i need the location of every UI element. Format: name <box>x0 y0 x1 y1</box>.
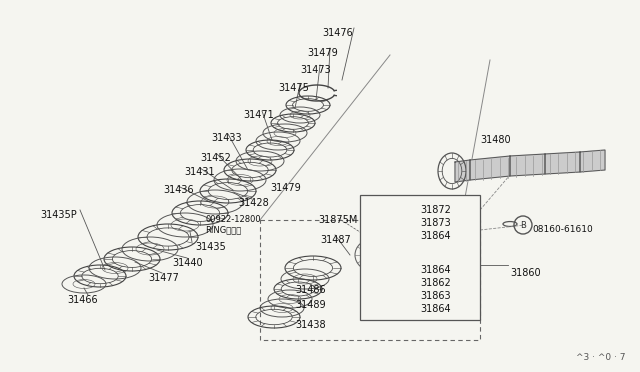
Text: 31864: 31864 <box>420 231 451 241</box>
Text: 31875M: 31875M <box>318 215 357 225</box>
Text: 31489: 31489 <box>295 300 326 310</box>
Polygon shape <box>510 154 545 176</box>
Text: 31452: 31452 <box>200 153 231 163</box>
Text: 31471: 31471 <box>243 110 274 120</box>
Text: 31864: 31864 <box>420 265 451 275</box>
Text: 08160-61610: 08160-61610 <box>532 225 593 234</box>
Text: 31872: 31872 <box>420 205 451 215</box>
Text: 31475: 31475 <box>278 83 309 93</box>
Text: 31438: 31438 <box>295 320 326 330</box>
Text: 31466: 31466 <box>67 295 98 305</box>
Text: 31860: 31860 <box>510 268 541 278</box>
Bar <box>360 195 480 320</box>
Text: 31431: 31431 <box>184 167 214 177</box>
Text: 31435P: 31435P <box>40 210 77 220</box>
Text: 31428: 31428 <box>238 198 269 208</box>
Text: 31864: 31864 <box>420 304 451 314</box>
Text: 31436: 31436 <box>163 185 194 195</box>
Text: 31486: 31486 <box>295 285 326 295</box>
Polygon shape <box>545 152 580 174</box>
Text: 31873: 31873 <box>420 218 451 228</box>
Text: 31477: 31477 <box>148 273 179 283</box>
Text: 31440: 31440 <box>172 258 203 268</box>
Text: 31476: 31476 <box>322 28 353 38</box>
Bar <box>260 220 480 340</box>
Text: 31480: 31480 <box>480 135 511 145</box>
Text: B: B <box>520 221 526 230</box>
Polygon shape <box>580 150 605 172</box>
Polygon shape <box>470 156 510 180</box>
Text: ^3 · ^0 · 7: ^3 · ^0 · 7 <box>575 353 625 362</box>
Polygon shape <box>455 160 470 182</box>
Text: 31433: 31433 <box>211 133 242 143</box>
Text: 31435: 31435 <box>195 242 226 252</box>
Text: RINGリング: RINGリング <box>205 225 241 234</box>
Text: 31862: 31862 <box>420 278 451 288</box>
Text: 31487: 31487 <box>320 235 351 245</box>
Text: 00922-12800: 00922-12800 <box>205 215 260 224</box>
Text: 31473: 31473 <box>300 65 331 75</box>
Text: 31479: 31479 <box>270 183 301 193</box>
Text: 31863: 31863 <box>420 291 451 301</box>
Text: 31479: 31479 <box>307 48 338 58</box>
